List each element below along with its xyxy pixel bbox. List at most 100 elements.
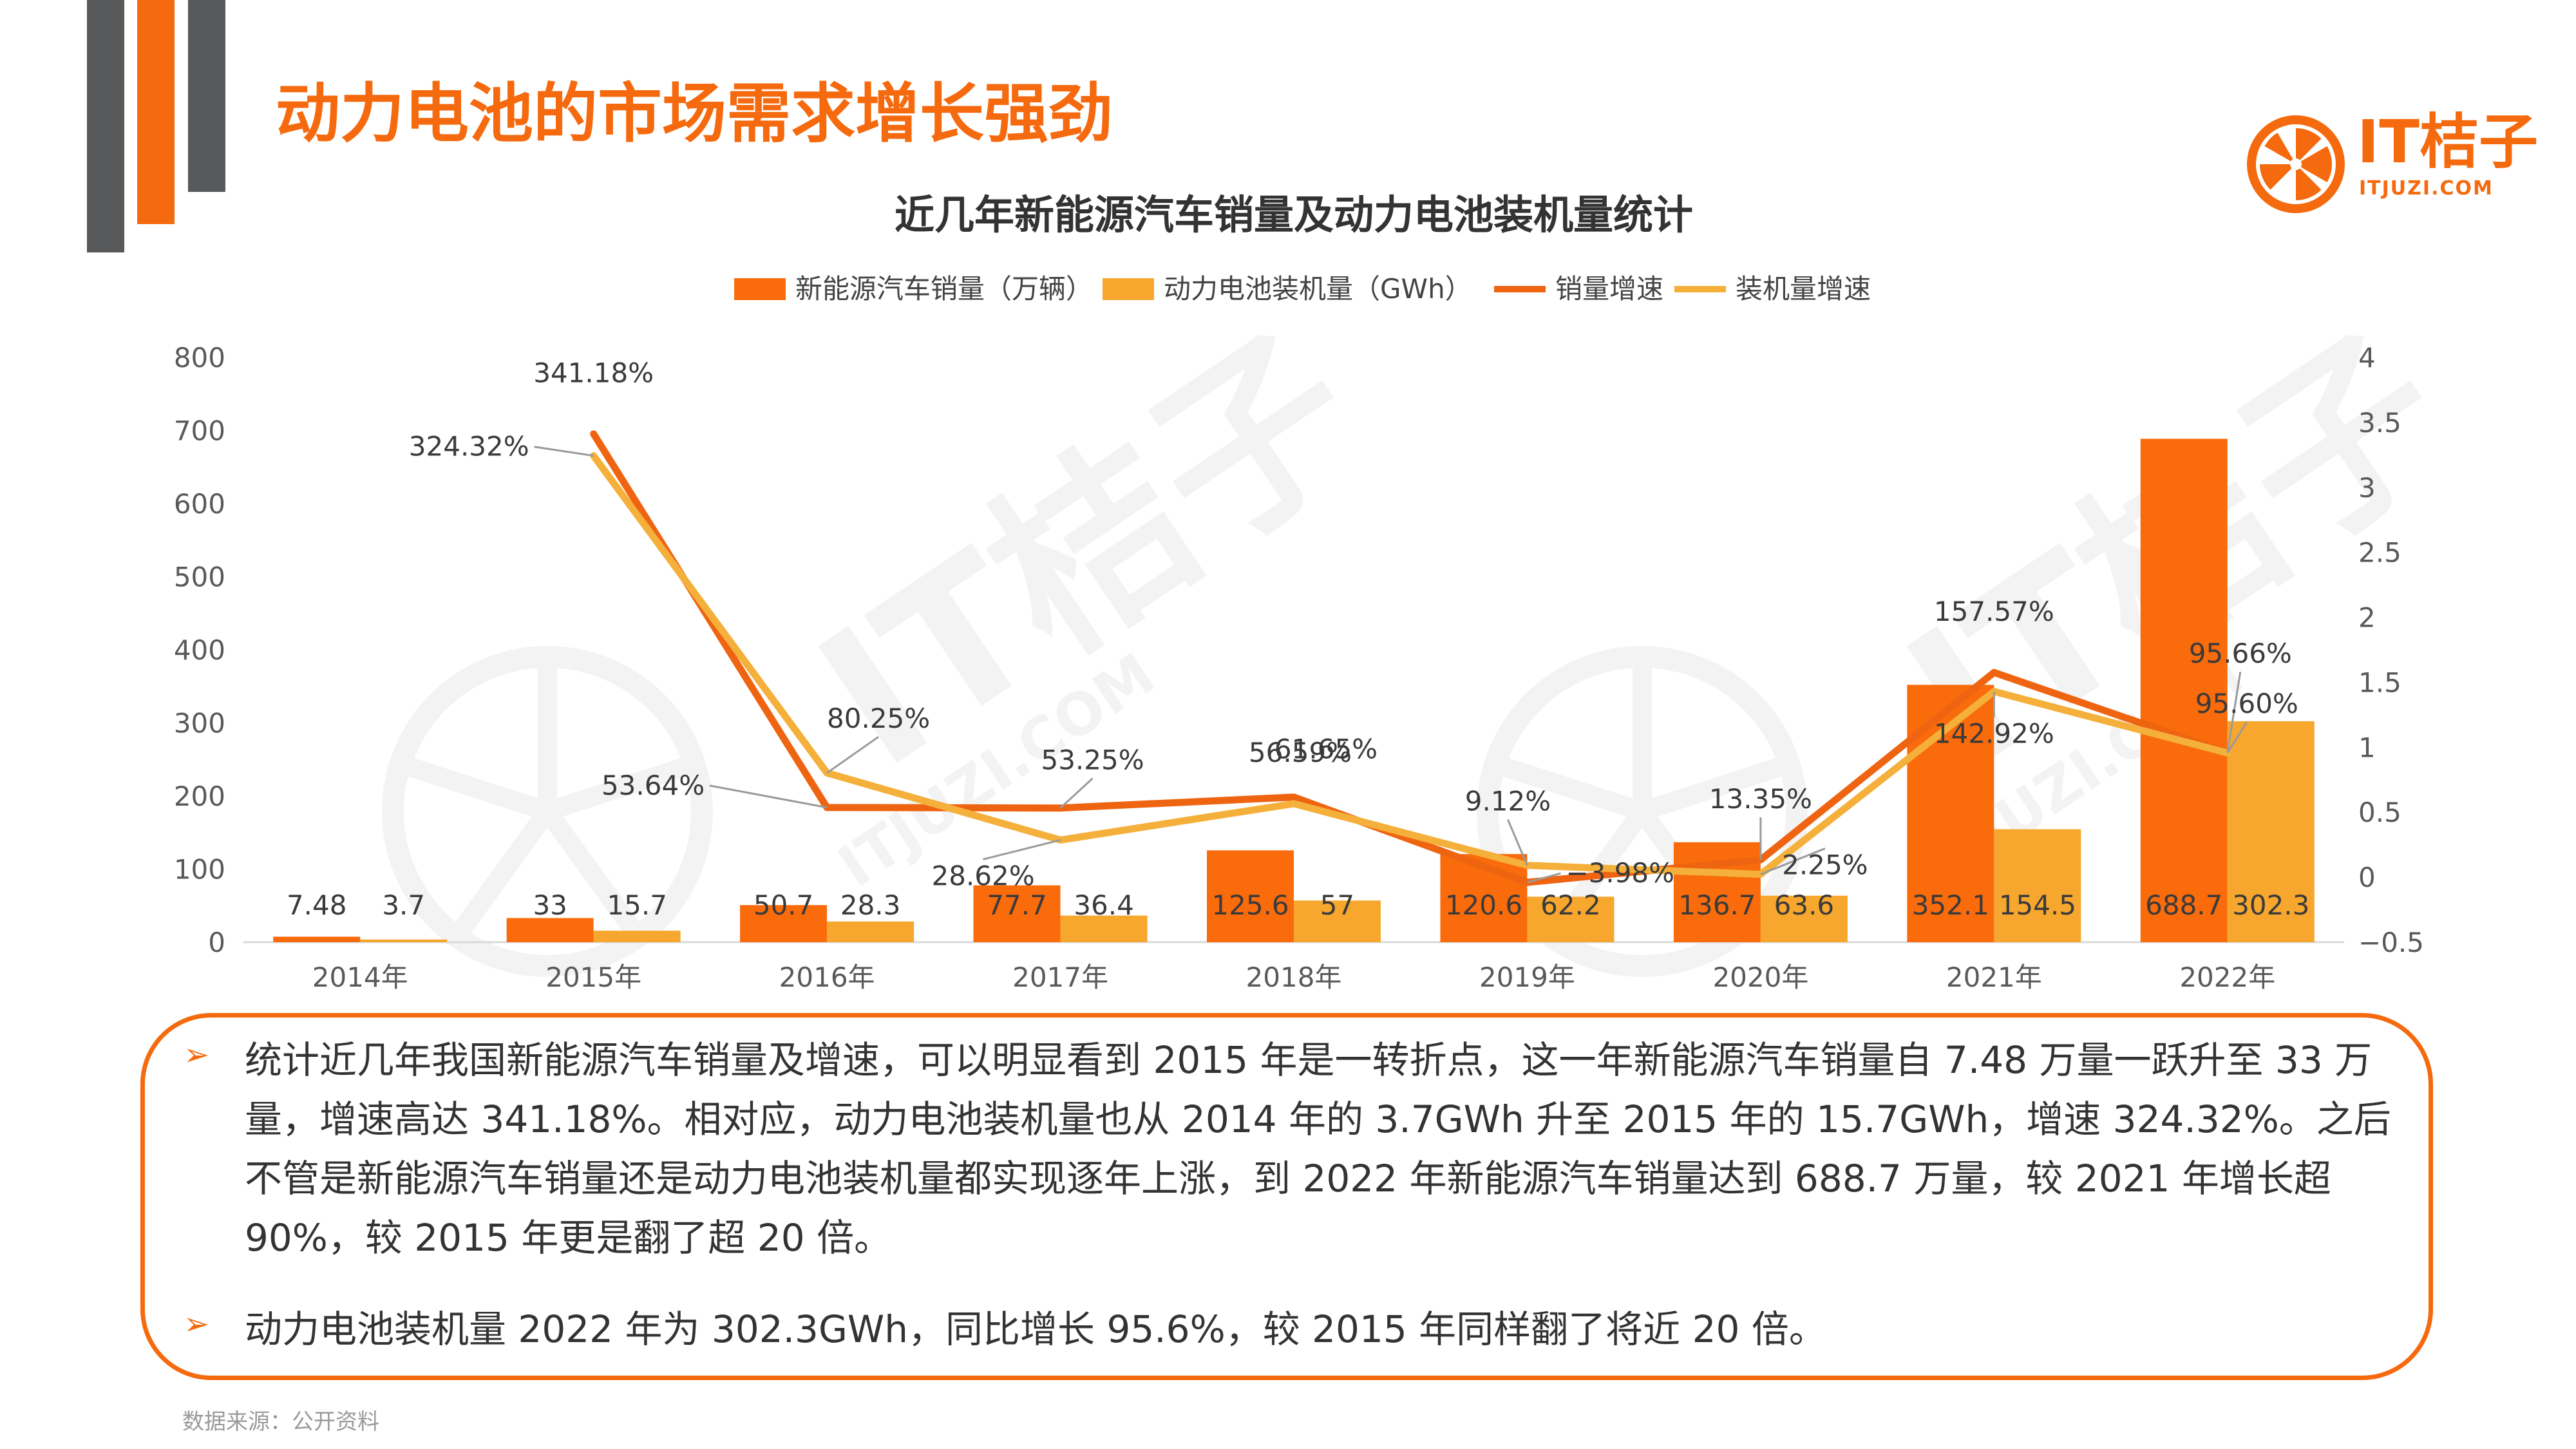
- bar-battery-label: 57: [1320, 889, 1354, 921]
- bar-sales: [973, 885, 1061, 942]
- bar-battery: [1527, 896, 1615, 942]
- x-tick-label: 2021年: [1946, 961, 2042, 993]
- bar-battery: [1994, 829, 2081, 942]
- y-left-tick-label: 200: [174, 781, 225, 812]
- line-sales-growth: [590, 430, 2231, 886]
- bar-sales-label: 125.6: [1211, 889, 1289, 921]
- summary-paragraph-2: 动力电池装机量 2022 年为 302.3GWh，同比增长 95.6%，较 20…: [245, 1307, 1826, 1351]
- label-leader-line: [709, 784, 828, 809]
- data-labels: 7.48 33 50.7 77.7 125.6 120.6 136.7 352.1 688.7 3…: [287, 357, 2309, 921]
- y-left-tick-label: 100: [174, 854, 225, 886]
- sales-growth-label: 95.66%: [2189, 638, 2292, 669]
- battery-growth-label: 80.25%: [827, 703, 930, 734]
- bar-sales-label: 50.7: [753, 889, 814, 921]
- bar-sales: [273, 936, 361, 942]
- logo: IT桔子 ITJUZI.COM: [2244, 113, 2538, 216]
- bar-battery-label: 302.3: [2232, 889, 2309, 921]
- y-left-tick-label: 300: [174, 708, 225, 739]
- battery-growth-label: 56.59%: [1249, 737, 1352, 768]
- bar-sales-label: 33: [533, 889, 567, 921]
- y-right-tick-label: 0.5: [2358, 797, 2401, 828]
- bar-sales: [2140, 439, 2228, 942]
- bar-battery-label: 15.7: [607, 889, 667, 921]
- bar-battery-label: 28.3: [840, 889, 901, 921]
- summary-box: ➢ 统计近几年我国新能源汽车销量及增速，可以明显看到 2015 年是一转折点，这…: [140, 1013, 2433, 1380]
- label-leader-line: [2226, 671, 2242, 753]
- bar-battery-label: 63.6: [1774, 889, 1835, 921]
- x-tick-label: 2020年: [1712, 961, 1808, 993]
- label-leader-line: [1507, 819, 1528, 866]
- decor-bar-gray-left: [87, 0, 124, 252]
- y-left-tick-label: 400: [174, 634, 225, 666]
- page-title: 动力电池的市场需求增长强劲: [276, 76, 1113, 151]
- battery-growth-label: 9.12%: [1465, 786, 1551, 817]
- bar-battery: [360, 939, 448, 942]
- y-right-tick-label: 1.5: [2358, 667, 2401, 698]
- decor-bar-orange: [137, 0, 175, 224]
- legend-swatch: [1103, 278, 1154, 300]
- legend-item: 装机量增速: [1674, 273, 1871, 305]
- legend-item: 新能源汽车销量（万辆）: [734, 273, 1093, 305]
- sales-growth-label: 53.25%: [1041, 744, 1144, 776]
- label-leader-line: [983, 838, 1061, 860]
- sales-growth-label: 157.57%: [1934, 596, 2054, 627]
- label-leader-line: [534, 446, 594, 457]
- y-right-tick-label: 0: [2358, 862, 2376, 893]
- x-axis: 2014年 2015年 2016年 2017年 2018年 2019年 2020年 2021年…: [312, 961, 2275, 993]
- y-left-tick-label: 700: [174, 415, 225, 447]
- x-tick-label: 2017年: [1012, 961, 1108, 993]
- decor-bar-gray-right: [188, 0, 225, 192]
- battery-growth-label: 324.32%: [409, 431, 529, 462]
- y-left-tick-label: 500: [174, 562, 225, 593]
- sales-growth-label: 341.18%: [533, 357, 654, 389]
- bullet-arrow-icon: ➢: [184, 1306, 210, 1342]
- bar-battery: [1760, 895, 1848, 942]
- watermark-slice-icon: [382, 646, 713, 977]
- bar-battery: [1294, 900, 1381, 942]
- legend-label: 新能源汽车销量（万辆）: [795, 273, 1093, 305]
- legend-label: 动力电池装机量（GWh）: [1164, 273, 1472, 305]
- summary-paragraph-1: 统计近几年我国新能源汽车销量及增速，可以明显看到 2015 年是一转折点，这一年…: [245, 1038, 2391, 1260]
- legend-swatch: [734, 278, 786, 300]
- y-axis-left: 0 100 200 300 400 500 600 700 800: [174, 342, 225, 958]
- y-right-tick-label: 2.5: [2358, 537, 2401, 569]
- y-left-tick-label: 800: [174, 342, 225, 374]
- y-right-tick-label: 4: [2358, 342, 2376, 374]
- bullet-arrow-icon: ➢: [184, 1037, 210, 1073]
- x-tick-label: 2018年: [1246, 961, 1342, 993]
- bar-sales-label: 7.48: [287, 889, 347, 921]
- label-leader-line: [2226, 721, 2248, 754]
- bar-sales-label: 120.6: [1445, 889, 1522, 921]
- y-axis-right: −0.5 0 0.5 1 1.5 2 2.5 3 3.5 4: [2358, 342, 2424, 958]
- bar-sales: [740, 905, 828, 942]
- battery-growth-label: 142.92%: [1934, 718, 2054, 750]
- y-left-tick-label: 600: [174, 488, 225, 520]
- label-leader-line: [1527, 872, 1561, 884]
- y-right-tick-label: −0.5: [2358, 927, 2424, 958]
- watermark-slice-spokes: [403, 663, 692, 937]
- line-series: [590, 430, 2231, 886]
- legend-label: 销量增速: [1555, 273, 1663, 305]
- legend-label: 装机量增速: [1736, 273, 1871, 305]
- bar-battery-label: 154.5: [1999, 889, 2076, 921]
- label-leader-line: [1760, 848, 1826, 875]
- sales-growth-label: 53.64%: [601, 770, 705, 801]
- x-tick-label: 2014年: [312, 961, 408, 993]
- battery-growth-label: 28.62%: [931, 860, 1034, 891]
- bar-sales: [506, 918, 594, 942]
- battery-growth-label: 95.60%: [2195, 688, 2298, 719]
- legend-item: 销量增速: [1494, 273, 1663, 305]
- bar-sales-label: 136.7: [1678, 889, 1756, 921]
- bar-battery: [2227, 721, 2315, 942]
- bar-sales-label: 352.1: [1912, 889, 1989, 921]
- x-tick-label: 2022年: [2179, 961, 2275, 993]
- chart-title: 近几年新能源汽车销量及动力电池装机量统计: [895, 191, 1693, 238]
- sales-growth-label: −3.98%: [1566, 857, 1674, 889]
- legend-item: 动力电池装机量（GWh）: [1103, 273, 1472, 305]
- bar-sales-label: 688.7: [2145, 889, 2222, 921]
- y-left-tick-label: 0: [208, 927, 225, 958]
- y-right-tick-label: 2: [2358, 602, 2376, 634]
- line-battery-growth: [590, 452, 2231, 878]
- bar-battery: [1060, 915, 1148, 942]
- logo-domain: ITJUZI.COM: [2359, 177, 2494, 200]
